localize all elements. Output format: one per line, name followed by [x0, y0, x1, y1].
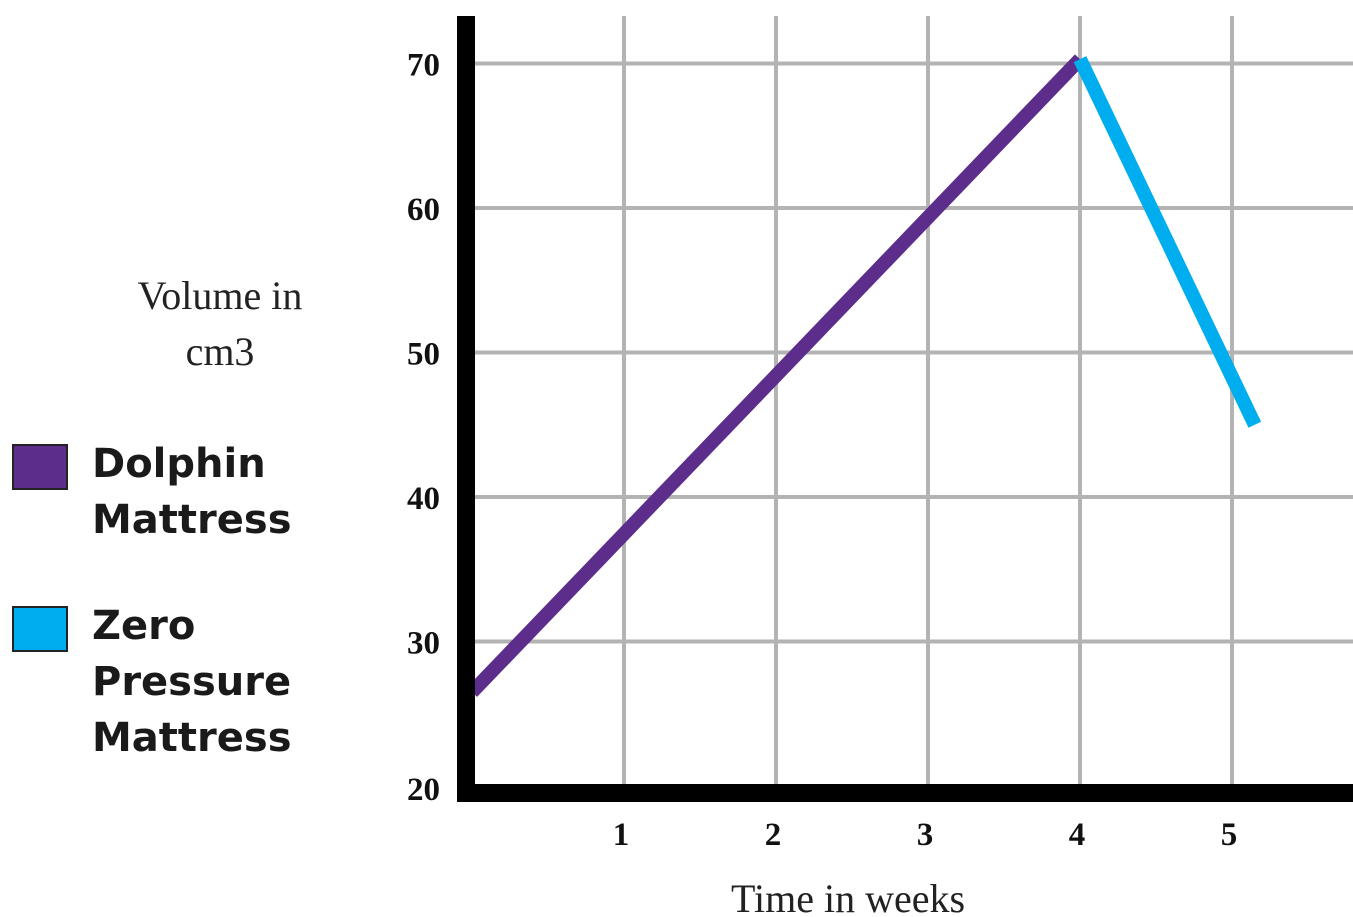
x-axis-line: [457, 784, 1353, 802]
y-tick-labels: 20 30 40 50 60 70: [407, 48, 440, 809]
legend-label-line: Dolphin: [92, 441, 266, 487]
x-tick-label: 2: [765, 817, 782, 853]
y-tick-label: 70: [407, 48, 440, 84]
legend-label-line: Pressure: [92, 659, 292, 705]
x-tick-labels: 1 2 3 4 5: [613, 817, 1238, 853]
x-tick-label: 4: [1069, 817, 1086, 853]
legend-swatch-zero-pressure: [12, 606, 68, 652]
x-tick-label: 1: [613, 817, 630, 853]
legend-label-dolphin: Dolphin Mattress: [92, 436, 322, 548]
series-line-zero-pressure-mattress: [1073, 56, 1262, 428]
legend-item-dolphin: Dolphin Mattress: [12, 436, 322, 548]
y-axis-title-line: cm3: [185, 329, 255, 374]
axes: [457, 16, 1353, 802]
grid: [466, 16, 1353, 786]
legend-label-zero-pressure: Zero Pressure Mattress: [92, 598, 322, 766]
y-tick-label: 40: [407, 481, 440, 517]
y-tick-label: 20: [407, 772, 440, 808]
x-tick-label: 3: [917, 817, 934, 853]
y-tick-label: 50: [407, 337, 440, 373]
x-axis-title: Time in weeks: [731, 876, 965, 917]
legend: Dolphin Mattress Zero Pressure Mattress: [12, 436, 322, 816]
legend-swatch-dolphin: [12, 444, 68, 490]
series-lines: [466, 54, 1262, 697]
y-axis-title: Volume in cm3: [100, 268, 340, 380]
y-tick-label: 30: [407, 626, 440, 662]
legend-label-line: Zero: [92, 603, 196, 649]
legend-item-zero-pressure: Zero Pressure Mattress: [12, 598, 322, 766]
legend-label-line: Mattress: [92, 715, 292, 761]
legend-label-line: Mattress: [92, 497, 292, 543]
y-axis-line: [457, 16, 475, 802]
series-line-dolphin-mattress: [466, 54, 1086, 697]
y-tick-label: 60: [407, 192, 440, 228]
x-tick-label: 5: [1221, 817, 1238, 853]
y-axis-title-line: Volume in: [137, 273, 303, 318]
